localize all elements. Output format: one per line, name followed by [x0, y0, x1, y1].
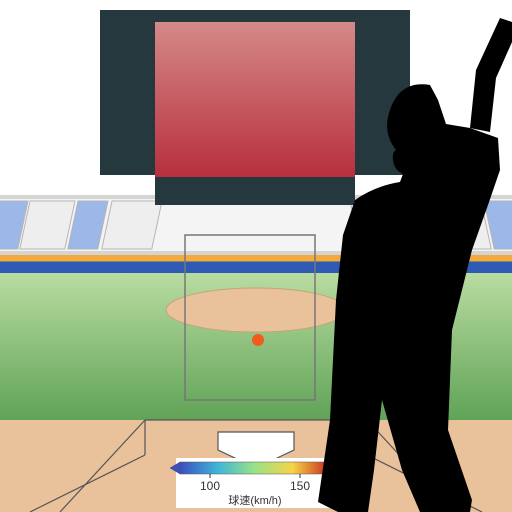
legend-tick-label: 100 [200, 479, 220, 493]
stand-panel [20, 201, 75, 249]
pitch-marker[interactable] [252, 334, 264, 346]
legend-tick-label: 150 [290, 479, 310, 493]
stand-panel [102, 201, 162, 249]
scoreboard-screen [155, 22, 355, 177]
legend-axis-label: 球速(km/h) [228, 493, 281, 507]
scoreboard-base [155, 175, 355, 205]
pitchers-mound [166, 288, 346, 332]
legend-colorbar [180, 462, 330, 474]
